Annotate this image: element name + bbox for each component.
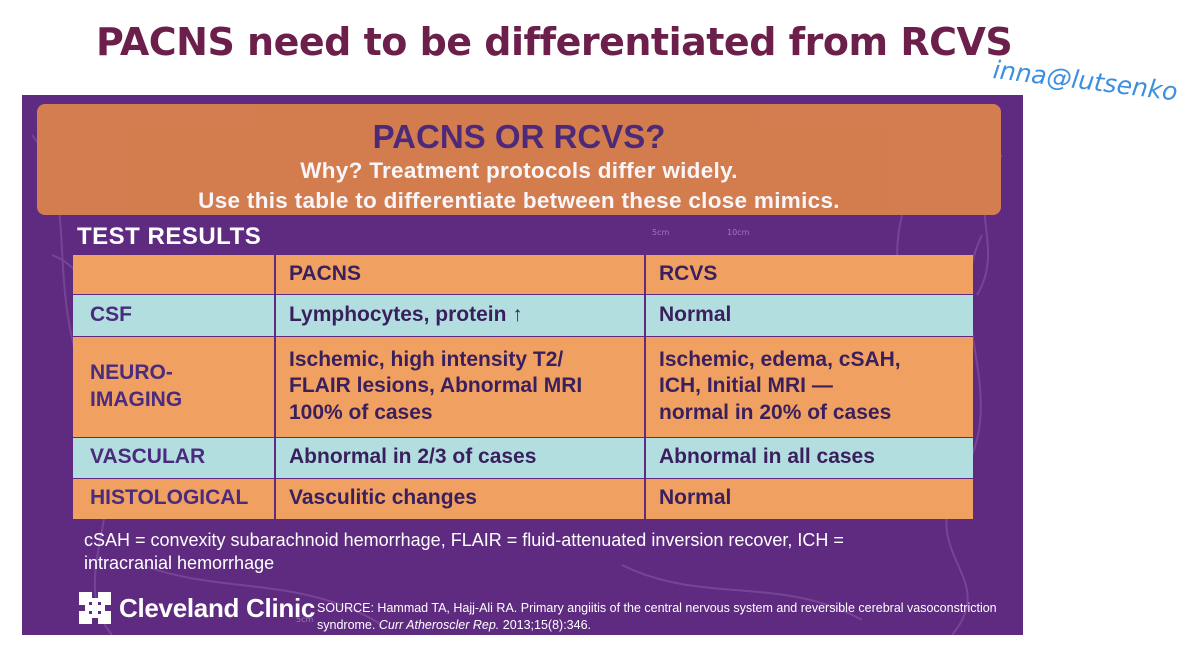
row-divider [73,335,973,337]
source-citation: SOURCE: Hammad TA, Hajj-Ali RA. Primary … [317,601,997,633]
column-divider [644,255,646,519]
cell-rcvs-csf: Normal [659,302,732,326]
banner-title: PACNS OR RCVS? [372,118,666,155]
column-divider [274,255,276,519]
cell-pacns-csf: Lymphocytes, protein ↑ [289,302,523,326]
table-row: VASCULAR Abnormal in 2/3 of cases Abnorm… [73,437,973,478]
banner-subtitle-line-1: Why? Treatment protocols differ widely. [300,158,738,183]
header-cell-pacns: PACNS [289,262,361,286]
cell-pacns-neuro-imaging: Ischemic, high intensity T2/ FLAIR lesio… [289,348,583,424]
logo-wordmark: Cleveland Clinic [119,592,316,623]
cell-rcvs-vascular: Abnormal in all cases [659,445,875,469]
journal-name: Curr Atheroscler Rep. [378,618,500,633]
cell-pacns-vascular: Abnormal in 2/3 of cases [289,445,537,469]
row-label-neuro-imaging: NEURO- IMAGING [90,361,183,411]
row-divider [73,293,973,295]
section-title-test-results: TEST RESULTS [77,223,262,250]
slide-title: PACNS need to be differentiated from RCV… [96,20,1013,64]
table-row: HISTOLOGICAL Vasculitic changes Normal [73,478,973,519]
table-row: NEURO- IMAGING Ischemic, high intensity … [73,336,973,437]
scale-mark-10cm: 10cm [727,228,750,237]
cell-rcvs-neuro-imaging: Ischemic, edema, cSAH, ICH, Initial MRI … [659,348,901,424]
header-cell-rcvs: RCVS [659,262,718,286]
row-label-histological: HISTOLOGICAL [90,486,249,510]
banner-subtitle-line-2: Use this table to differentiate between … [198,188,840,213]
row-label-csf: CSF [90,302,132,326]
row-label-vascular: VASCULAR [90,445,206,469]
header-banner: PACNS OR RCVS? Why? Treatment protocols … [37,104,1001,215]
row-divider [73,436,973,438]
cell-pacns-histological: Vasculitic changes [289,486,477,510]
results-table: PACNS RCVS CSF Lymphocytes, protein ↑ No… [73,255,973,519]
abbreviations-footnote: cSAH = convexity subarachnoid hemorrhage… [84,530,844,573]
cell-rcvs-histological: Normal [659,486,732,510]
scale-mark-5cm: 5cm [652,228,669,237]
cleveland-clinic-logo: Cleveland Clinic [79,592,315,624]
scale-mark-5cm-bottom: 5cm [296,615,313,624]
header-cell-empty [73,255,275,294]
table-row: CSF Lymphocytes, protein ↑ Normal [73,294,973,336]
row-divider [73,477,973,479]
infographic-panel: 5cm 10cm 5cm PACNS OR RCVS? Why? Treatme… [22,95,1023,635]
table-header-row: PACNS RCVS [73,255,973,294]
cleveland-clinic-logo-icon [79,592,111,624]
